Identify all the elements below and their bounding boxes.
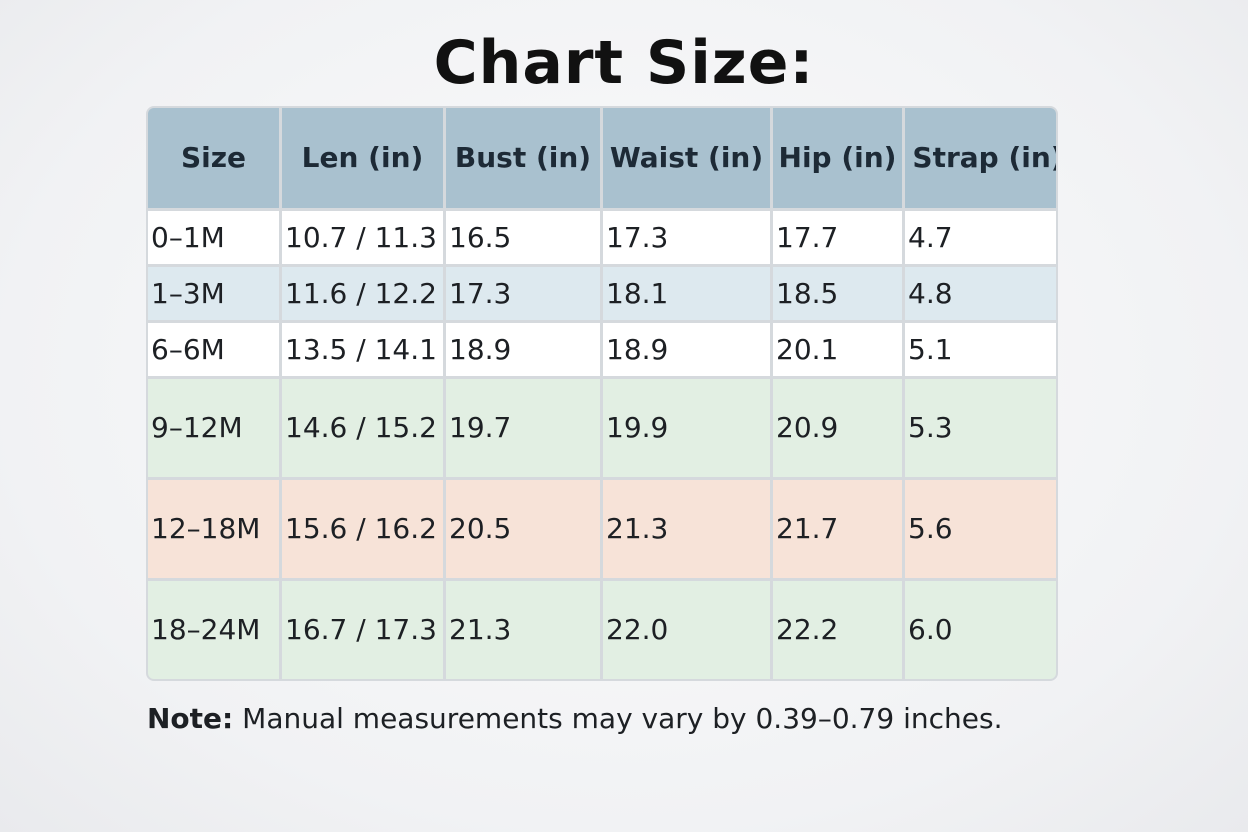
table-cell: 10.7 / 11.3 — [282, 211, 443, 264]
table-cell: 21.3 — [603, 480, 770, 578]
table-cell: 4.8 — [905, 267, 1056, 320]
table-cell: 6–6M — [148, 323, 279, 376]
note-text: Manual measurements may vary by 0.39–0.7… — [242, 702, 1003, 735]
table-cell: 17.7 — [773, 211, 902, 264]
table-cell: 18–24M — [148, 581, 279, 679]
table-row: 0–1M 10.7 / 11.3 16.5 17.3 17.7 4.7 — [148, 211, 1056, 264]
table-cell: 1–3M — [148, 267, 279, 320]
column-header: Len (in) — [282, 108, 443, 208]
table-cell: 0–1M — [148, 211, 279, 264]
column-header: Size — [148, 108, 279, 208]
table-cell: 14.6 / 15.2 — [282, 379, 443, 477]
title: Chart Size: — [433, 28, 815, 98]
table-cell: 5.3 — [905, 379, 1056, 477]
column-header: Strap (in) — [905, 108, 1056, 208]
table-cell: 18.5 — [773, 267, 902, 320]
table: Size Len (in) Bust (in) Waist (in) Hip (in) S… — [148, 108, 1056, 679]
table-cell: 19.9 — [603, 379, 770, 477]
table-cell: 11.6 / 12.2 — [282, 267, 443, 320]
table-cell: 20.1 — [773, 323, 902, 376]
table-cell: 20.5 — [446, 480, 600, 578]
table-row: 1–3M 11.6 / 12.2 17.3 18.1 18.5 4.8 — [148, 267, 1056, 320]
column-header: Waist (in) — [603, 108, 770, 208]
table-cell: 17.3 — [446, 267, 600, 320]
note: Note: Manual measurements may vary by 0.… — [147, 696, 1007, 742]
table-cell: 17.3 — [603, 211, 770, 264]
table-cell: 5.6 — [905, 480, 1056, 578]
header-row: Size Len (in) Bust (in) Waist (in) Hip (in) S… — [148, 108, 1056, 208]
table-cell: 18.9 — [446, 323, 600, 376]
table-row: 18–24M 16.7 / 17.3 21.3 22.0 22.2 6.0 — [148, 581, 1056, 679]
table-cell: 21.3 — [446, 581, 600, 679]
table-row: 12–18M 15.6 / 16.2 20.5 21.3 21.7 5.6 — [148, 480, 1056, 578]
table-cell: 6.0 — [905, 581, 1056, 679]
table-cell: 16.5 — [446, 211, 600, 264]
table-cell: 13.5 / 14.1 — [282, 323, 443, 376]
table-cell: 4.7 — [905, 211, 1056, 264]
table-row: 6–6M 13.5 / 14.1 18.9 18.9 20.1 5.1 — [148, 323, 1056, 376]
table-cell: 12–18M — [148, 480, 279, 578]
table-cell: 18.9 — [603, 323, 770, 376]
table-cell: 22.0 — [603, 581, 770, 679]
table-cell: 20.9 — [773, 379, 902, 477]
table-row: 9–12M 14.6 / 15.2 19.7 19.9 20.9 5.3 — [148, 379, 1056, 477]
table-cell: 19.7 — [446, 379, 600, 477]
table-cell: 15.6 / 16.2 — [282, 480, 443, 578]
table-cell: 22.2 — [773, 581, 902, 679]
column-header: Hip (in) — [773, 108, 902, 208]
table-cell: 18.1 — [603, 267, 770, 320]
table-cell: 5.1 — [905, 323, 1056, 376]
note-label: Note: — [147, 702, 234, 735]
table-cell: 16.7 / 17.3 — [282, 581, 443, 679]
table-cell: 21.7 — [773, 480, 902, 578]
column-header: Bust (in) — [446, 108, 600, 208]
table-cell: 9–12M — [148, 379, 279, 477]
size-table: Size Len (in) Bust (in) Waist (in) Hip (in) S… — [146, 106, 1058, 681]
